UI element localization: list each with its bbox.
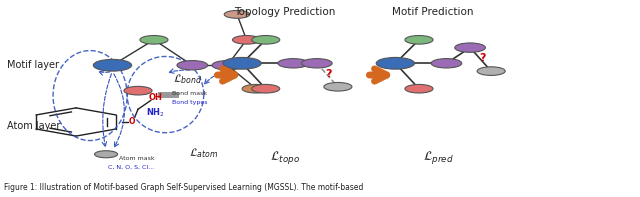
Circle shape: [278, 59, 308, 68]
Circle shape: [405, 35, 433, 44]
Circle shape: [324, 83, 352, 91]
Text: Atom mask: Atom mask: [119, 156, 154, 161]
Circle shape: [455, 43, 485, 52]
Text: Motif Prediction: Motif Prediction: [392, 7, 474, 17]
Text: O: O: [129, 117, 135, 126]
Text: C, N, O, S, Cl...: C, N, O, S, Cl...: [108, 164, 154, 169]
Text: Topology Prediction: Topology Prediction: [234, 7, 335, 17]
Circle shape: [301, 59, 332, 68]
Circle shape: [477, 67, 505, 75]
Circle shape: [177, 60, 207, 70]
Circle shape: [93, 59, 132, 71]
Circle shape: [405, 85, 433, 93]
Circle shape: [224, 10, 250, 18]
Text: $\mathcal{L}_{bond}$: $\mathcal{L}_{bond}$: [173, 72, 202, 86]
Text: Atom layer: Atom layer: [7, 121, 60, 131]
Text: Motif layer: Motif layer: [7, 60, 59, 70]
Text: $\mathcal{L}_{atom}$: $\mathcal{L}_{atom}$: [189, 146, 218, 160]
Circle shape: [252, 85, 280, 93]
Circle shape: [95, 151, 118, 158]
Text: Bond mask: Bond mask: [172, 91, 207, 96]
Circle shape: [232, 35, 260, 44]
Circle shape: [124, 86, 152, 95]
Circle shape: [223, 57, 261, 69]
Text: ?: ?: [479, 53, 486, 63]
Text: $\mathcal{L}_{topo}$: $\mathcal{L}_{topo}$: [270, 149, 300, 166]
Text: Figure 1: Illustration of Motif-based Graph Self-Supervised Learning (MGSSL). Th: Figure 1: Illustration of Motif-based Gr…: [4, 183, 364, 192]
Text: NH$_2$: NH$_2$: [147, 107, 165, 119]
Circle shape: [431, 59, 462, 68]
Circle shape: [252, 35, 280, 44]
Text: ?: ?: [325, 69, 332, 79]
Circle shape: [242, 85, 270, 93]
Text: OH: OH: [149, 93, 163, 102]
Text: Bond types: Bond types: [172, 100, 207, 105]
Text: $\mathcal{L}_{pred}$: $\mathcal{L}_{pred}$: [422, 149, 454, 166]
Circle shape: [376, 57, 415, 69]
Circle shape: [212, 60, 243, 70]
Circle shape: [140, 35, 168, 44]
FancyBboxPatch shape: [159, 92, 179, 98]
